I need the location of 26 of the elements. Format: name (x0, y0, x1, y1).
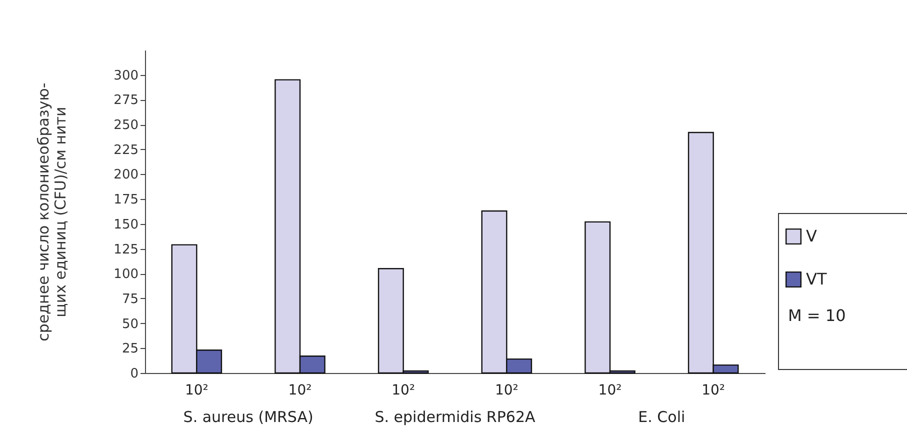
text: S. aureus (MRSA) (183, 408, 314, 426)
text: E. Coli (638, 408, 686, 426)
legend-label: V (806, 226, 817, 246)
y-tick-label: 125 (114, 242, 138, 258)
x-tick-label: 10² (494, 382, 518, 398)
x-tick-label: 10² (392, 382, 416, 398)
x-tick-label: 10² (598, 382, 622, 398)
x-tick-label: 10² (702, 382, 726, 398)
y-tick-label: 100 (114, 267, 138, 282)
y-tick-label: 175 (114, 192, 138, 208)
y-tick-label: 75 (122, 292, 138, 307)
y-tick-label: 225 (114, 142, 138, 158)
y-tick-label: 0 (130, 366, 138, 382)
y-tick-label: 300 (114, 68, 138, 84)
legend-label: VT (806, 270, 827, 288)
y-tick-label: 200 (114, 168, 138, 183)
y-axis-title: среднее число колониеобразую- щих единиц (CFU)/см нити (34, 82, 70, 342)
text: M = 10 (788, 306, 846, 325)
y-tick-label: 250 (114, 118, 138, 134)
x-tick-label: 10² (288, 382, 312, 398)
y-tick-label: 25 (122, 342, 138, 357)
y-tick-label: 50 (122, 316, 138, 332)
text: S. epidermidis RP62A (374, 408, 536, 426)
y-tick-label: 150 (114, 217, 138, 232)
y-tick-label: 275 (114, 93, 138, 108)
x-tick-label: 10² (184, 382, 208, 398)
